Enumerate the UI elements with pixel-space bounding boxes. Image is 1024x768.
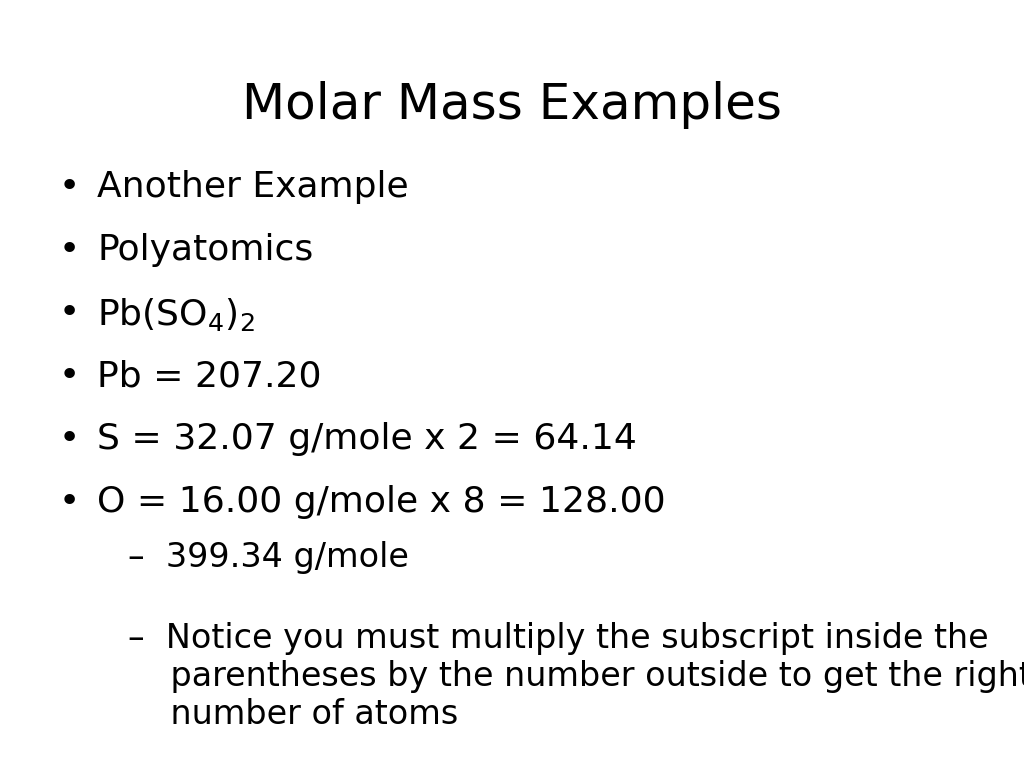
- Text: •: •: [59, 485, 80, 519]
- Text: –  399.34 g/mole: – 399.34 g/mole: [128, 541, 409, 574]
- Text: Pb(SO$_4$)$_2$: Pb(SO$_4$)$_2$: [97, 296, 255, 333]
- Text: O = 16.00 g/mole x 8 = 128.00: O = 16.00 g/mole x 8 = 128.00: [97, 485, 666, 519]
- Text: Molar Mass Examples: Molar Mass Examples: [242, 81, 782, 128]
- Text: •: •: [59, 422, 80, 456]
- Text: Polyatomics: Polyatomics: [97, 233, 313, 267]
- Text: Another Example: Another Example: [97, 170, 409, 204]
- Text: Pb = 207.20: Pb = 207.20: [97, 359, 322, 393]
- Text: •: •: [59, 296, 80, 330]
- Text: –  Notice you must multiply the subscript inside the
    parentheses by the numb: – Notice you must multiply the subscript…: [128, 622, 1024, 731]
- Text: •: •: [59, 359, 80, 393]
- Text: •: •: [59, 233, 80, 267]
- Text: •: •: [59, 170, 80, 204]
- Text: S = 32.07 g/mole x 2 = 64.14: S = 32.07 g/mole x 2 = 64.14: [97, 422, 637, 456]
